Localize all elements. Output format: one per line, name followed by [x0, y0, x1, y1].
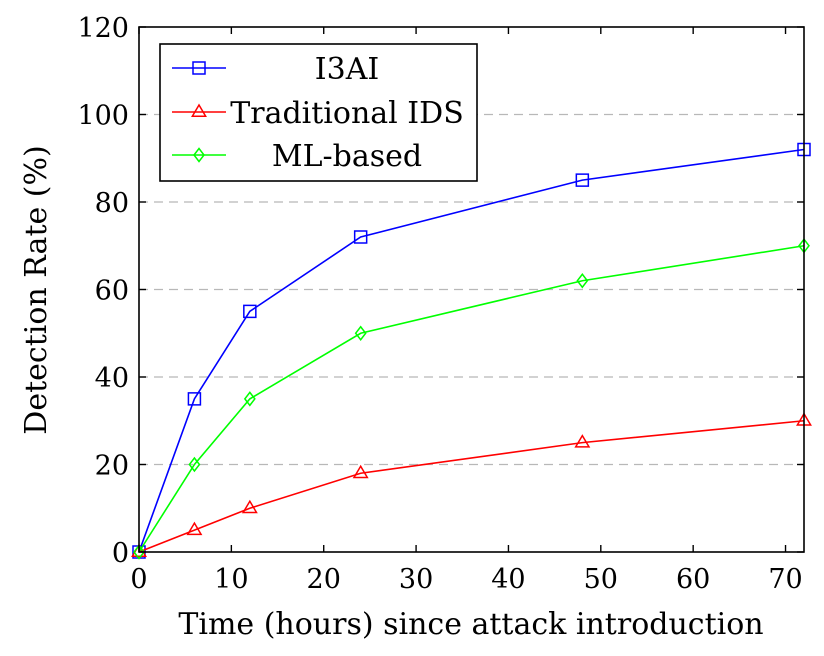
plot-series: [131, 142, 812, 560]
data-point-ml-based: [188, 456, 201, 473]
x-tick-label: 20: [307, 564, 341, 595]
series-line-traditional-ids: [138, 419, 805, 553]
series-traditional-ids: [131, 412, 812, 557]
legend: I3AI Traditional IDS ML-based: [159, 43, 478, 182]
y-axis-label: Detection Rate (%): [19, 145, 54, 434]
data-point-ml-based: [354, 325, 367, 341]
series-ml-based: [133, 238, 810, 560]
data-point-i3ai: [353, 230, 368, 244]
x-tick-label: 40: [491, 564, 525, 595]
y-tick-label: 20: [95, 451, 129, 482]
legend-item-traditional-ids: Traditional IDS: [172, 96, 464, 131]
data-point-ml-based: [243, 391, 256, 407]
axis-ticks: 0 20 40 60 80 100 120 0 10 20 30 40 50 60 70: [77, 13, 804, 595]
series-i3ai: [132, 142, 811, 559]
data-point-i3ai: [243, 304, 257, 319]
x-tick-label: 0: [130, 564, 147, 595]
series-line-ml-based: [138, 244, 805, 553]
y-tick-label: 60: [95, 276, 129, 307]
x-tick-label: 60: [676, 564, 710, 595]
x-tick-label: 50: [584, 564, 618, 595]
legend-marker: [192, 61, 206, 75]
data-point-traditional-ids: [186, 521, 203, 536]
x-tick-label: 10: [214, 564, 248, 595]
data-point-ml-based: [133, 544, 145, 560]
legend-label: I3AI: [315, 52, 379, 87]
legend-marker: [193, 147, 205, 163]
y-tick-label: 80: [95, 188, 129, 219]
data-point-traditional-ids: [574, 434, 591, 448]
legend-label: Traditional IDS: [230, 96, 464, 131]
series-line-i3ai: [138, 148, 805, 553]
data-point-traditional-ids: [241, 499, 258, 514]
y-tick-label: 100: [77, 101, 129, 132]
legend-item-ml-based: ML-based: [172, 139, 422, 174]
x-tick-label: 30: [399, 564, 433, 595]
data-point-ml-based: [576, 273, 589, 289]
x-axis-label: Time (hours) since attack introduction: [178, 607, 763, 642]
y-tick-label: 120: [77, 13, 129, 44]
data-point-i3ai: [575, 173, 590, 187]
legend-label: ML-based: [272, 139, 422, 174]
data-point-traditional-ids: [352, 464, 369, 479]
y-tick-label: 40: [95, 363, 129, 394]
data-point-i3ai: [187, 392, 202, 406]
y-tick-label: 0: [112, 538, 129, 569]
legend-marker: [191, 103, 207, 117]
legend-item-i3ai: I3AI: [172, 52, 379, 87]
x-tick-label: 70: [768, 564, 802, 595]
